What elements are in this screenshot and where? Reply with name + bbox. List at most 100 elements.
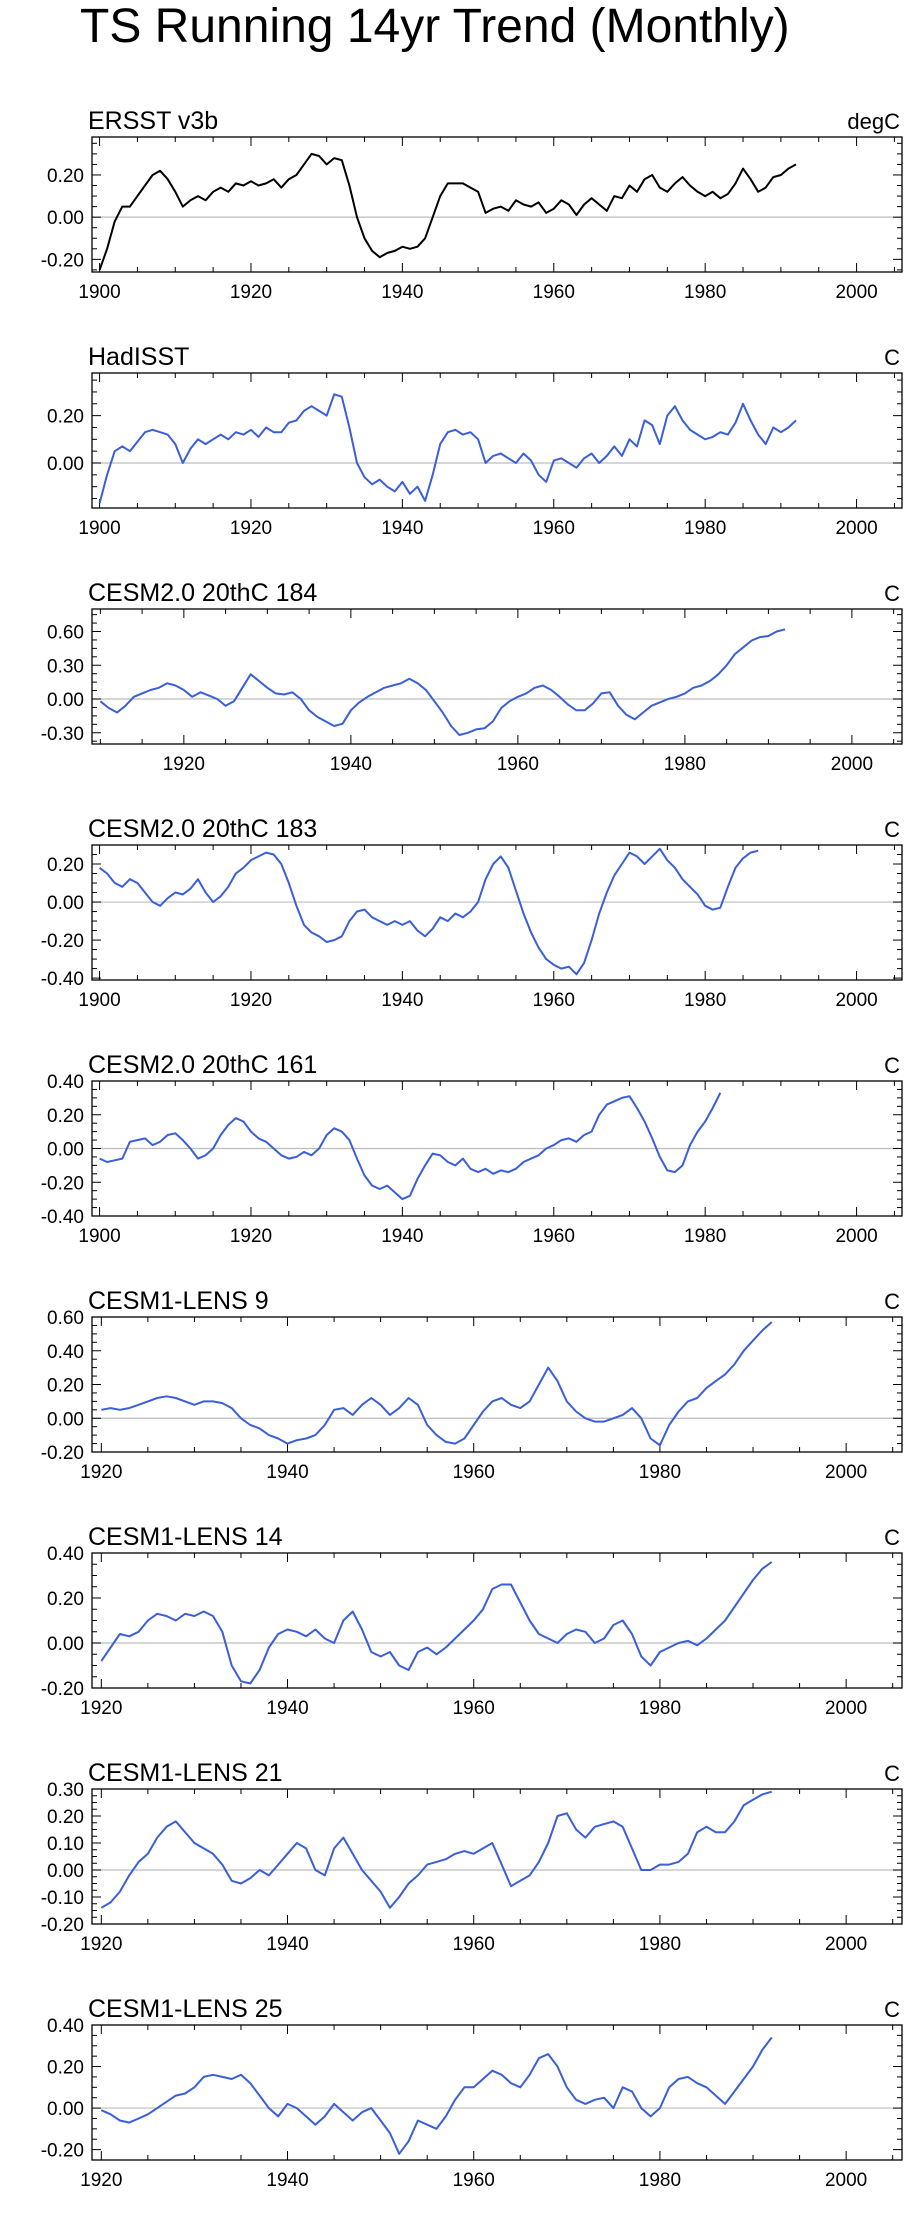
y-tick-label: 0.10 — [47, 1834, 84, 1855]
y-tick-label: 0.40 — [47, 1544, 84, 1565]
plot-frame — [91, 1788, 903, 1925]
units-label: degC — [847, 109, 900, 134]
plot-frame — [91, 608, 903, 745]
series-line — [100, 1561, 773, 1685]
panel-0: ERSST v3b degC 1900 1920 1940 1960 1980 2000 -0.… — [41, 107, 903, 303]
x-tick-label: 1960 — [453, 1934, 495, 1955]
x-tick-label: 1940 — [330, 754, 372, 775]
x-tick-label: 2000 — [835, 1226, 877, 1247]
y-tick-label: 0.00 — [47, 893, 84, 914]
panel-4: CESM2.0 20thC 161 C 1900 1920 1940 1960 1980 20… — [41, 1051, 903, 1247]
plot-frame — [91, 372, 903, 509]
series-line — [100, 2036, 773, 2155]
x-tick-label: 1940 — [381, 282, 423, 303]
panel-7: CESM1-LENS 21 C 1920 1940 1960 1980 2000 -0.20 -… — [41, 1759, 903, 1955]
plot-frame — [91, 2024, 903, 2161]
y-tick-label: 0.40 — [47, 2016, 84, 2037]
x-tick-label: 2000 — [825, 2170, 867, 2191]
x-tick-label: 1980 — [639, 1462, 681, 1483]
x-tick-label: 1980 — [684, 518, 726, 539]
panel-title: CESM1-LENS 25 — [88, 1995, 283, 2023]
x-tick-label: 1980 — [639, 2170, 681, 2191]
x-tick-label: 1920 — [80, 1934, 122, 1955]
plot-frame — [91, 136, 903, 273]
y-tick-label: 0.20 — [47, 2058, 84, 2079]
plot-frame — [91, 1552, 903, 1689]
y-tick-label: 0.30 — [47, 1780, 84, 1801]
y-tick-label: -0.20 — [41, 931, 84, 952]
y-tick-label: 0.20 — [47, 407, 84, 428]
y-tick-label: 0.20 — [47, 855, 84, 876]
panel-5: CESM1-LENS 9 C 1920 1940 1960 1980 2000 -0.20 0.… — [41, 1287, 903, 1483]
x-tick-label: 1940 — [381, 990, 423, 1011]
panel-title: ERSST v3b — [88, 107, 218, 135]
y-tick-label: -0.30 — [41, 724, 84, 745]
y-tick-label: 0.00 — [47, 1634, 84, 1655]
panel-title: CESM1-LENS 21 — [88, 1759, 283, 1787]
series-line — [100, 1790, 772, 1909]
x-tick-label: 1960 — [453, 2170, 495, 2191]
y-tick-label: 0.00 — [47, 2099, 84, 2120]
x-tick-label: 1900 — [78, 518, 120, 539]
y-tick-label: -0.40 — [41, 969, 84, 990]
y-tick-label: 0.20 — [47, 1807, 84, 1828]
y-tick-label: 0.60 — [47, 1308, 84, 1329]
series-line — [98, 152, 797, 271]
units-label: C — [884, 1053, 900, 1078]
x-tick-label: 2000 — [835, 282, 877, 303]
panel-title: CESM2.0 20thC 161 — [88, 1051, 317, 1079]
panel-8: CESM1-LENS 25 C 1920 1940 1960 1980 2000 -0.20 0… — [41, 1995, 903, 2191]
x-tick-label: 1980 — [684, 990, 726, 1011]
x-tick-label: 1920 — [230, 990, 272, 1011]
y-tick-label: 0.20 — [47, 1376, 84, 1397]
x-tick-label: 1940 — [381, 518, 423, 539]
y-tick-label: 0.20 — [47, 166, 84, 187]
x-tick-label: 1980 — [684, 282, 726, 303]
x-tick-label: 1920 — [230, 518, 272, 539]
x-tick-label: 1920 — [80, 1462, 122, 1483]
panel-6: CESM1-LENS 14 C 1920 1940 1960 1980 2000 -0.20 0… — [41, 1523, 903, 1719]
x-tick-label: 2000 — [825, 1462, 867, 1483]
x-tick-label: 2000 — [835, 518, 877, 539]
x-tick-label: 2000 — [835, 990, 877, 1011]
x-tick-label: 1960 — [533, 1226, 575, 1247]
y-tick-label: 0.00 — [47, 454, 84, 475]
x-tick-label: 1960 — [453, 1698, 495, 1719]
x-tick-label: 1920 — [230, 1226, 272, 1247]
x-tick-label: 1960 — [497, 754, 539, 775]
x-tick-label: 1900 — [78, 1226, 120, 1247]
units-label: C — [884, 1997, 900, 2022]
x-tick-label: 1940 — [266, 2170, 308, 2191]
y-tick-label: -0.20 — [41, 2141, 84, 2162]
x-tick-label: 1960 — [533, 282, 575, 303]
x-tick-label: 1900 — [78, 282, 120, 303]
series-line — [101, 1321, 773, 1447]
series-line — [99, 1092, 722, 1201]
units-label: C — [884, 1525, 900, 1550]
y-tick-label: 0.00 — [47, 1861, 84, 1882]
panel-2: CESM2.0 20thC 184 C 1920 1940 1960 1980 2000 -0… — [41, 579, 903, 775]
y-tick-label: 0.20 — [47, 1589, 84, 1610]
series-line — [98, 847, 759, 976]
y-tick-label: -0.20 — [41, 1443, 84, 1464]
y-tick-label: 0.60 — [47, 623, 84, 644]
x-tick-label: 1980 — [664, 754, 706, 775]
x-tick-label: 2000 — [825, 1934, 867, 1955]
y-tick-label: 0.40 — [47, 1342, 84, 1363]
y-tick-label: 0.40 — [47, 1072, 84, 1093]
panel-title: CESM2.0 20thC 184 — [88, 579, 317, 607]
x-tick-label: 1940 — [266, 1462, 308, 1483]
units-label: C — [884, 1761, 900, 1786]
y-tick-label: 0.20 — [47, 1106, 84, 1127]
y-tick-label: 0.00 — [47, 208, 84, 229]
x-tick-label: 1980 — [639, 1934, 681, 1955]
x-tick-label: 2000 — [825, 1698, 867, 1719]
series-line — [99, 628, 786, 736]
plot-frame — [91, 844, 903, 981]
y-tick-label: -0.20 — [41, 250, 84, 271]
panel-1: HadISST C 1900 1920 1940 1960 1980 2000 0.00 0.20 — [47, 343, 903, 539]
plot-frame — [91, 1316, 903, 1453]
x-tick-label: 1980 — [639, 1698, 681, 1719]
x-tick-label: 2000 — [831, 754, 873, 775]
